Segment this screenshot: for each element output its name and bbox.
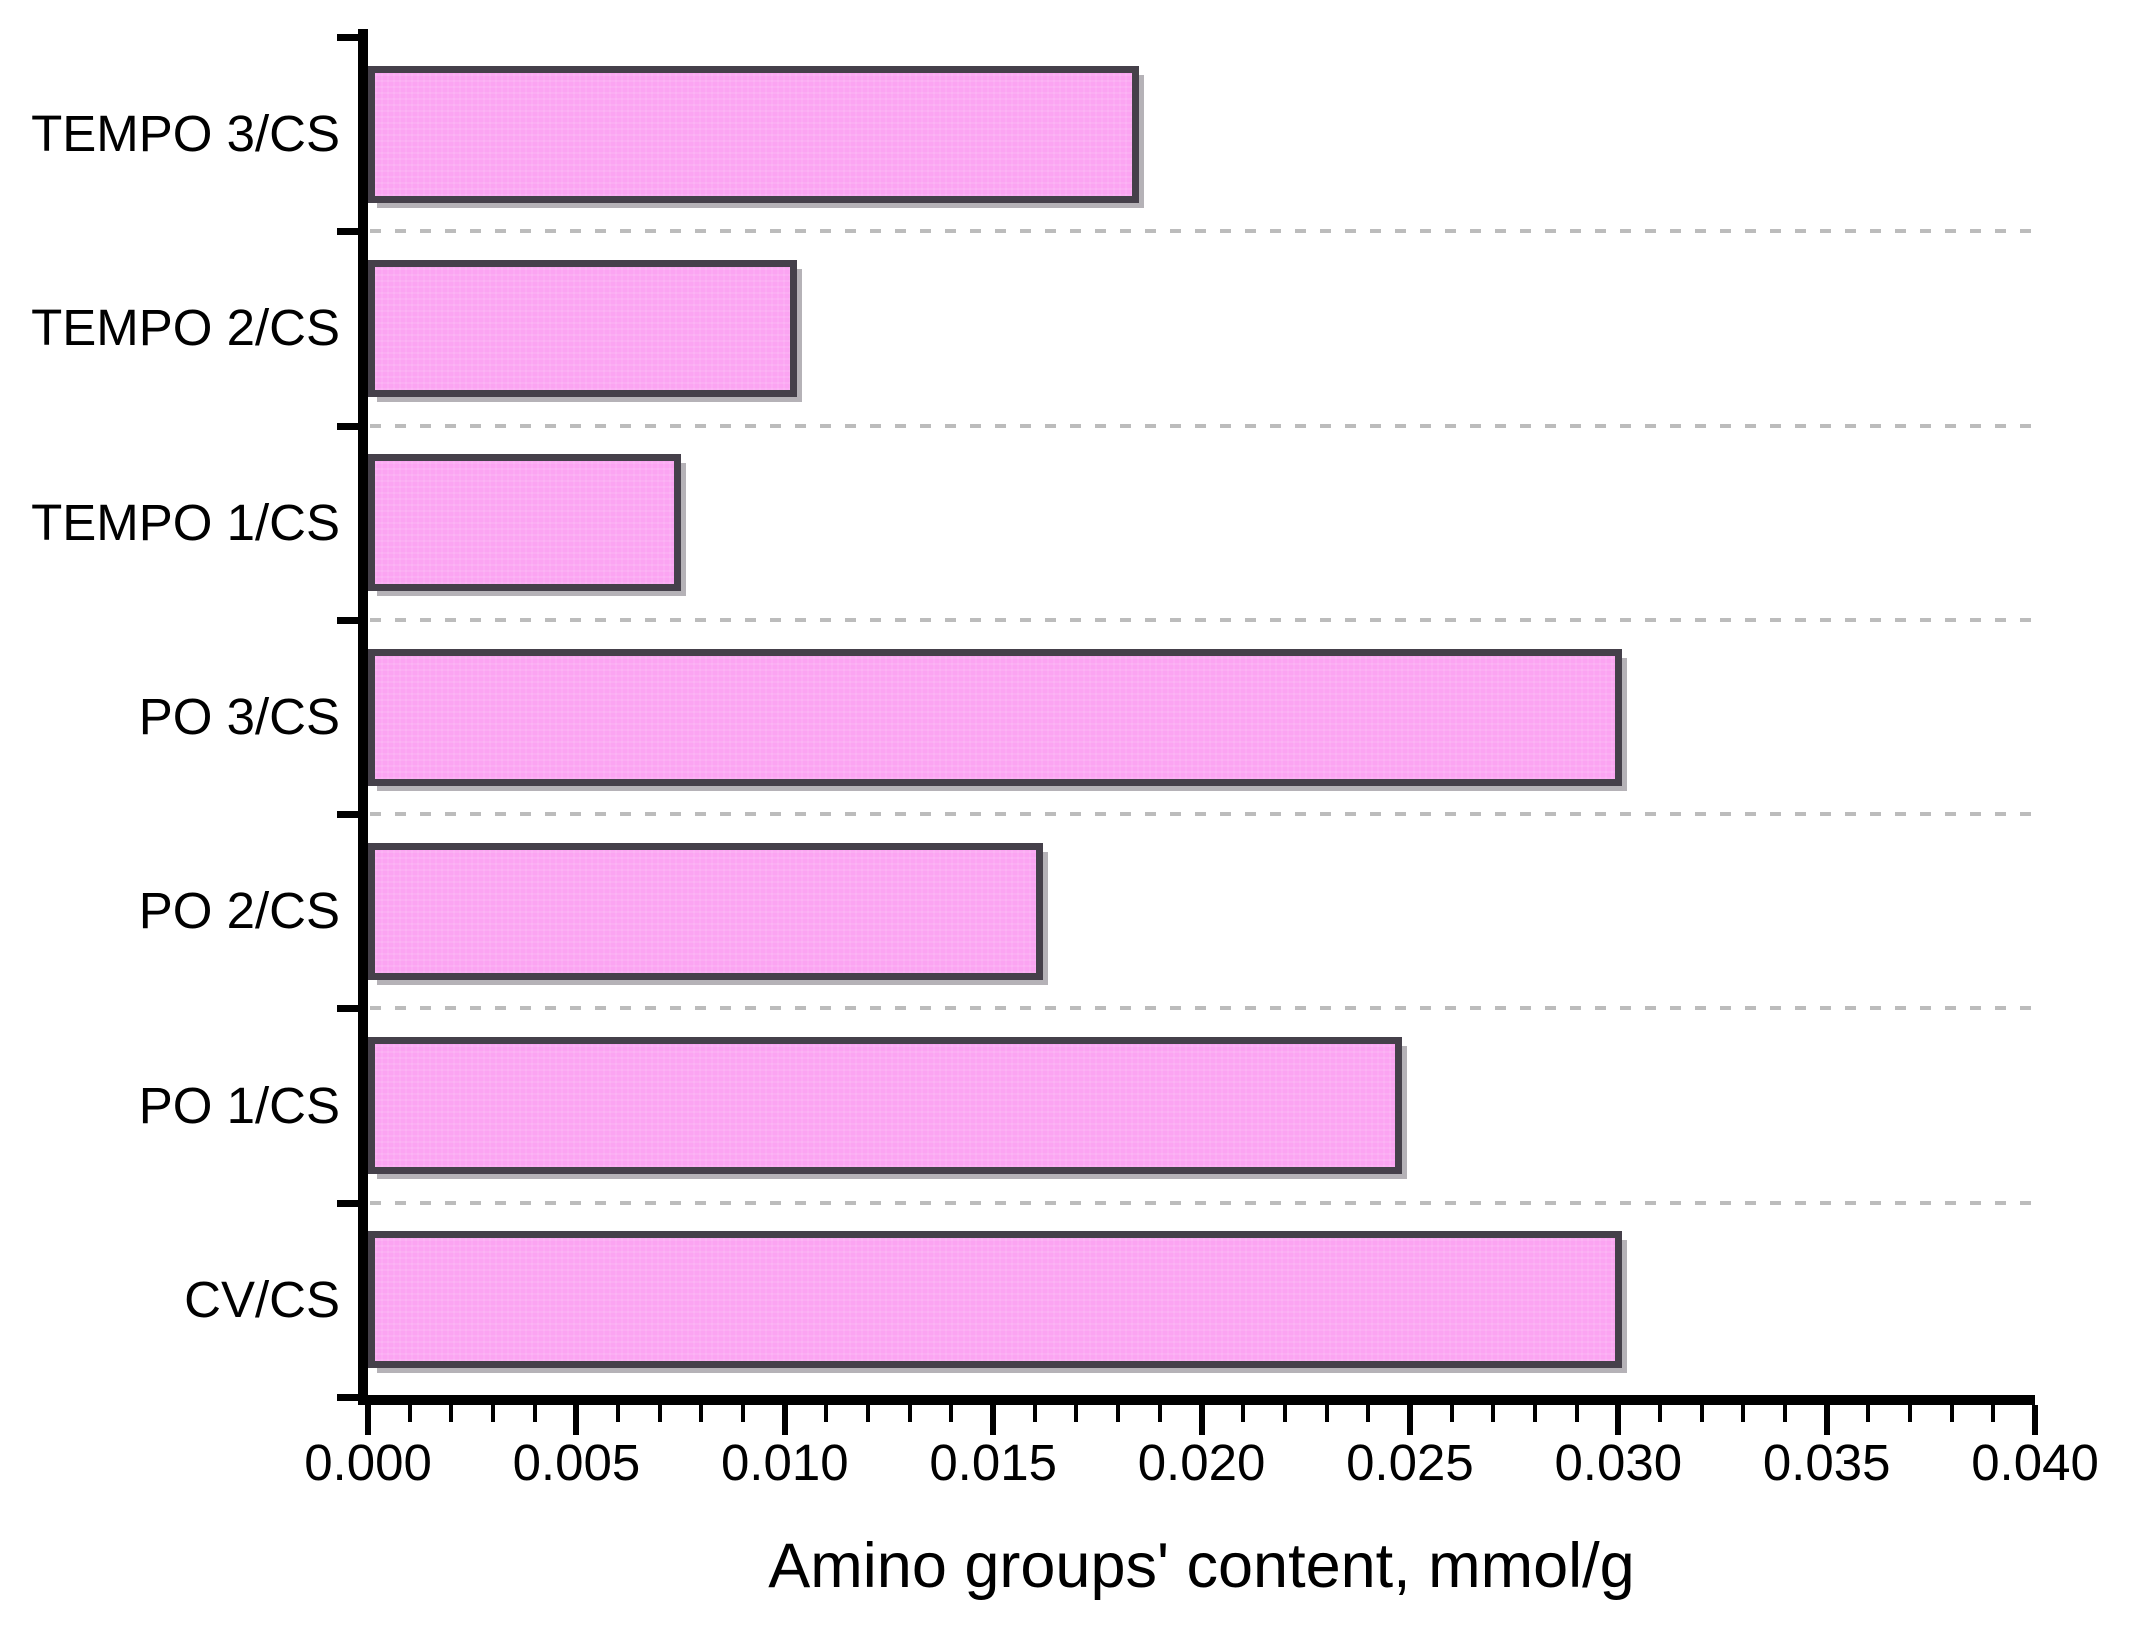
x-axis-minor-tick	[699, 1405, 704, 1422]
x-axis-major-tick	[1406, 1405, 1413, 1435]
x-axis-minor-tick	[1532, 1405, 1537, 1422]
x-tick-label-0.030: 0.030	[1554, 1434, 1683, 1491]
x-axis-major-tick	[1615, 1405, 1622, 1435]
y-axis-line	[358, 29, 368, 1405]
bar-po-2-cs	[368, 843, 1044, 980]
x-axis-line	[358, 1395, 2035, 1405]
x-axis-minor-tick	[407, 1405, 412, 1422]
y-axis-tick	[337, 228, 359, 235]
x-axis-title: Amino groups' content, mmol/g	[768, 1531, 1635, 1601]
category-labels: TEMPO 3/CS TEMPO 2/CS TEMPO 1/CS PO 3/CS PO …	[0, 37, 340, 1397]
x-axis-minor-tick	[1157, 1405, 1162, 1422]
y-axis-tick	[337, 1005, 359, 1012]
category-label-tempo-1-cs: TEMPO 1/CS	[31, 494, 340, 551]
bar-po-3-cs	[368, 649, 1623, 786]
x-axis-major-tick	[1198, 1405, 1205, 1435]
category-label-po-1-cs: PO 1/CS	[138, 1077, 340, 1134]
category-separator-gridline	[370, 423, 2031, 428]
x-axis-minor-tick	[1741, 1405, 1746, 1422]
category-separator-gridline	[370, 1200, 2031, 1205]
bar-tempo-2-cs	[368, 260, 798, 397]
x-tick-label-0.025: 0.025	[1346, 1434, 1474, 1491]
x-axis-minor-tick	[1491, 1405, 1496, 1422]
category-separator-gridline	[370, 1006, 2031, 1011]
category-label-po-3-cs: PO 3/CS	[138, 688, 340, 745]
x-axis-minor-tick	[491, 1405, 496, 1422]
bar-tempo-1-cs	[368, 454, 681, 591]
x-axis-minor-tick	[741, 1405, 746, 1422]
x-axis-minor-tick	[1657, 1405, 1662, 1422]
bar-po-1-cs	[368, 1037, 1402, 1174]
x-axis-minor-tick	[1991, 1405, 1996, 1422]
x-axis-minor-tick	[1366, 1405, 1371, 1422]
x-axis-major-tick	[781, 1405, 788, 1435]
category-label-tempo-3-cs: TEMPO 3/CS	[31, 105, 340, 162]
bar-cv-cs	[368, 1231, 1623, 1368]
x-axis-major-tick	[990, 1405, 997, 1435]
x-axis-minor-tick	[1241, 1405, 1246, 1422]
x-tick-label-0.010: 0.010	[720, 1434, 849, 1491]
x-axis-minor-tick	[907, 1405, 912, 1422]
x-tick-label-0.015: 0.015	[929, 1434, 1057, 1491]
x-axis-major-tick	[2032, 1405, 2038, 1435]
x-axis-minor-tick	[866, 1405, 871, 1422]
y-axis-tick	[337, 423, 359, 430]
x-tick-label-0.035: 0.035	[1762, 1434, 1891, 1491]
category-label-tempo-2-cs: TEMPO 2/CS	[31, 299, 340, 356]
x-tick-label-0.000: 0.000	[304, 1434, 432, 1491]
bar-tempo-3-cs	[368, 66, 1139, 203]
category-label-cv-cs: CV/CS	[184, 1271, 340, 1328]
x-axis-minor-tick	[824, 1405, 829, 1422]
x-axis-minor-tick	[1949, 1405, 1954, 1422]
x-axis-minor-tick	[1866, 1405, 1871, 1422]
category-separator-gridline	[370, 617, 2031, 622]
x-axis-minor-tick	[1282, 1405, 1287, 1422]
y-axis-tick	[337, 1394, 359, 1401]
category-separator-gridline	[370, 229, 2031, 234]
x-axis-minor-tick	[1907, 1405, 1912, 1422]
x-tick-label-0.020: 0.020	[1137, 1434, 1266, 1491]
x-axis-minor-tick	[1574, 1405, 1579, 1422]
category-label-po-2-cs: PO 2/CS	[138, 882, 340, 939]
x-tick-label-0.040: 0.040	[1971, 1434, 2099, 1491]
x-axis-minor-tick	[616, 1405, 621, 1422]
x-axis-minor-tick	[1782, 1405, 1787, 1422]
y-axis-tick	[337, 34, 359, 41]
x-axis-minor-tick	[1074, 1405, 1079, 1422]
y-axis-tick	[337, 811, 359, 818]
x-axis-minor-tick	[949, 1405, 954, 1422]
x-axis-minor-tick	[532, 1405, 537, 1422]
plot-area: 0.000 0.005 0.010 0.015 0.020 0.025 0.030 0.035…	[31, 29, 2099, 1601]
category-separator-gridline	[370, 812, 2031, 817]
x-tick-label-0.005: 0.005	[512, 1434, 641, 1491]
x-axis-minor-tick	[1032, 1405, 1037, 1422]
x-axis-minor-tick	[1116, 1405, 1121, 1422]
x-axis-minor-tick	[1699, 1405, 1704, 1422]
x-axis-minor-tick	[449, 1405, 454, 1422]
x-axis-minor-tick	[657, 1405, 662, 1422]
y-axis-tick	[337, 617, 359, 624]
x-axis-minor-tick	[1449, 1405, 1454, 1422]
x-axis-major-tick	[365, 1405, 371, 1435]
x-axis-minor-tick	[1324, 1405, 1329, 1422]
x-axis-major-tick	[573, 1405, 580, 1435]
x-axis-major-tick	[1823, 1405, 1830, 1435]
y-axis-tick	[337, 1200, 359, 1207]
